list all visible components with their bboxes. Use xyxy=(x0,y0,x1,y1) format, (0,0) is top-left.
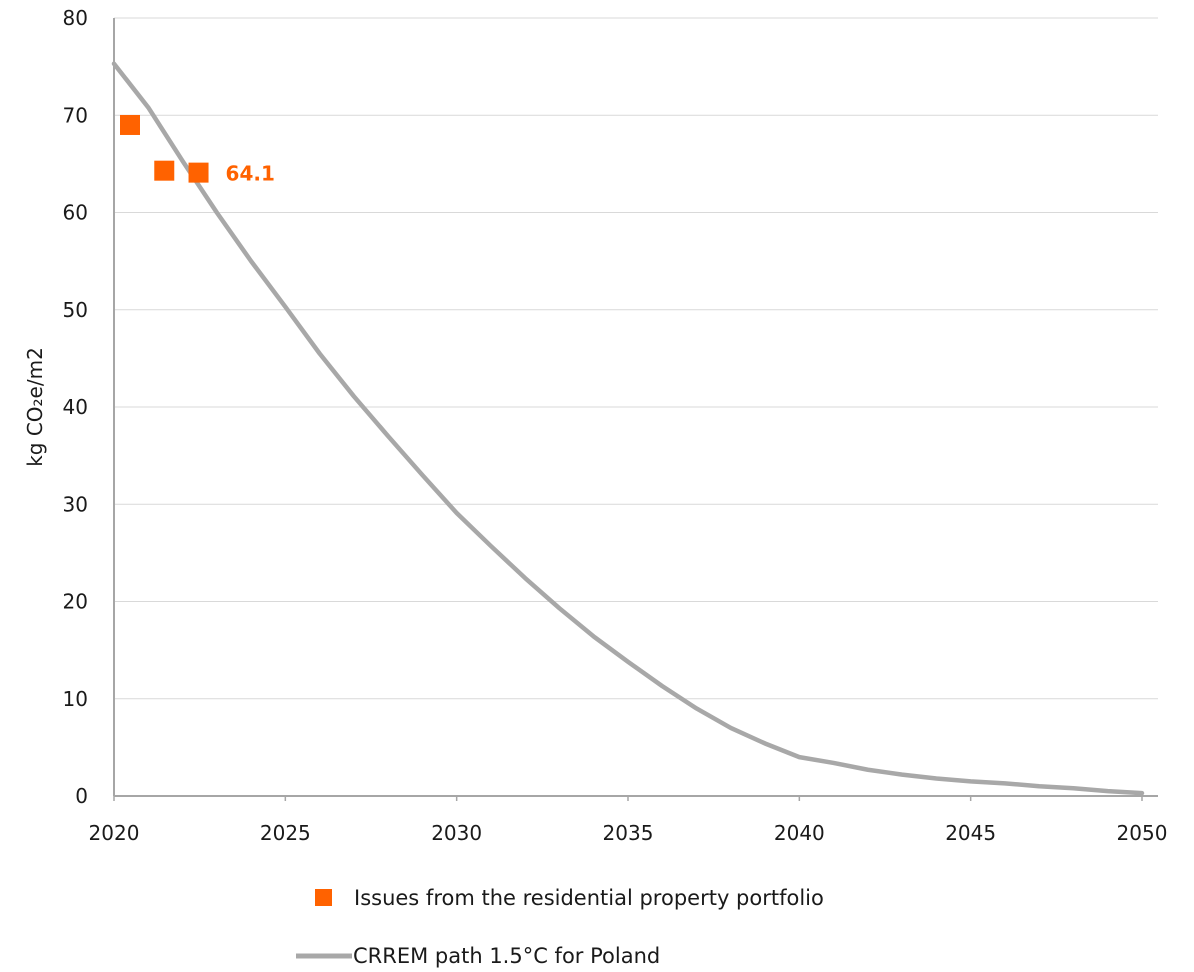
y-tick-labels: 0 10 20 30 40 50 60 70 80 xyxy=(63,6,88,808)
x-tick-label: 2025 xyxy=(260,821,311,845)
issues-data-point xyxy=(188,162,209,183)
y-tick-label: 70 xyxy=(63,103,88,127)
y-tick-label: 60 xyxy=(63,201,88,225)
gridlines xyxy=(114,17,1158,700)
y-tick-label: 50 xyxy=(63,298,88,322)
x-tick-label: 2030 xyxy=(431,821,482,845)
y-tick-label: 80 xyxy=(63,6,88,30)
legend-marker-issues xyxy=(315,889,332,906)
y-tick-label: 10 xyxy=(63,687,88,711)
issues-data-point xyxy=(154,160,175,181)
y-tick-label: 0 xyxy=(75,784,88,808)
x-tick-label: 2035 xyxy=(603,821,654,845)
y-tick-label: 40 xyxy=(63,395,88,419)
y-axis-title: kg CO₂e/m2 xyxy=(23,347,47,467)
axes xyxy=(113,18,1158,801)
data-label-issues: 64.1 xyxy=(226,162,275,186)
crrem-path-line xyxy=(111,61,1145,796)
x-tick-label: 2050 xyxy=(1117,821,1168,845)
x-tick-label: 2040 xyxy=(774,821,825,845)
series xyxy=(111,61,1145,796)
legend-label-issues: Issues from the residential property por… xyxy=(354,886,824,910)
y-tick-label: 20 xyxy=(63,590,88,614)
y-tick-label: 30 xyxy=(63,492,88,516)
x-tick-label: 2020 xyxy=(89,821,140,845)
legend: Issues from the residential property por… xyxy=(296,886,824,968)
issues-data-point xyxy=(120,114,140,135)
x-tick-labels: 2020 2025 2030 2035 2040 2045 2050 xyxy=(89,821,1168,845)
x-tick-label: 2045 xyxy=(945,821,996,845)
legend-label-crrem: CRREM path 1.5°C for Poland xyxy=(353,944,660,968)
data-labels: 64.1 xyxy=(226,162,275,186)
